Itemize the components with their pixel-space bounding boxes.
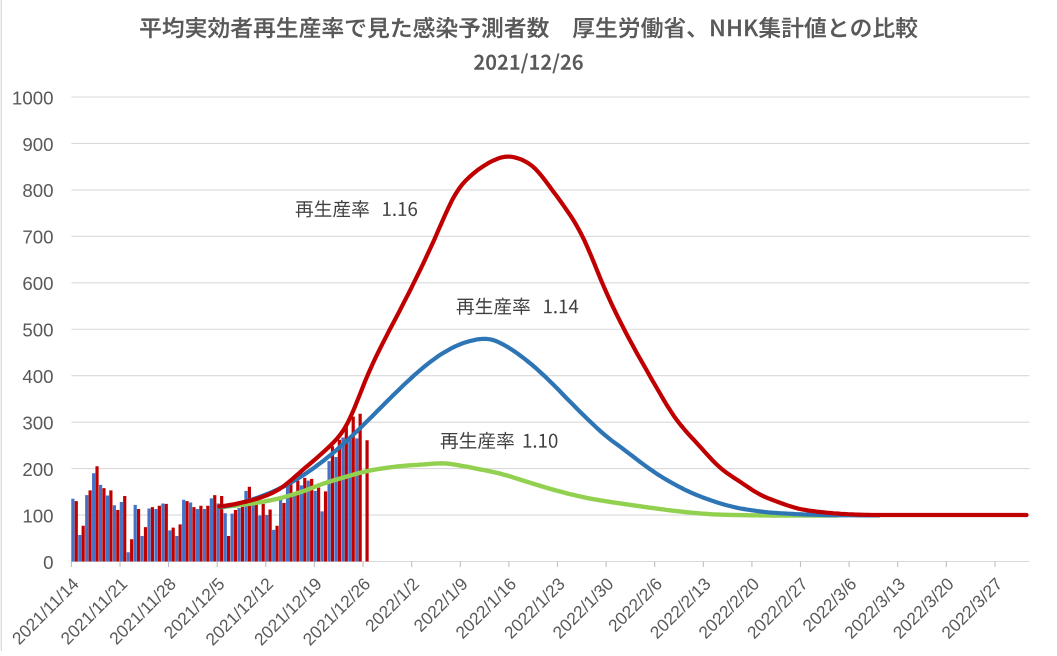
svg-text:200: 200	[22, 459, 53, 480]
svg-text:500: 500	[22, 320, 53, 341]
svg-text:800: 800	[22, 180, 53, 201]
svg-text:900: 900	[22, 134, 53, 155]
svg-text:600: 600	[22, 273, 53, 294]
svg-text:0: 0	[43, 552, 53, 573]
svg-text:100: 100	[22, 505, 53, 526]
svg-text:300: 300	[22, 412, 53, 433]
svg-text:400: 400	[22, 366, 53, 387]
svg-text:1000: 1000	[12, 87, 54, 108]
svg-text:700: 700	[22, 227, 53, 248]
